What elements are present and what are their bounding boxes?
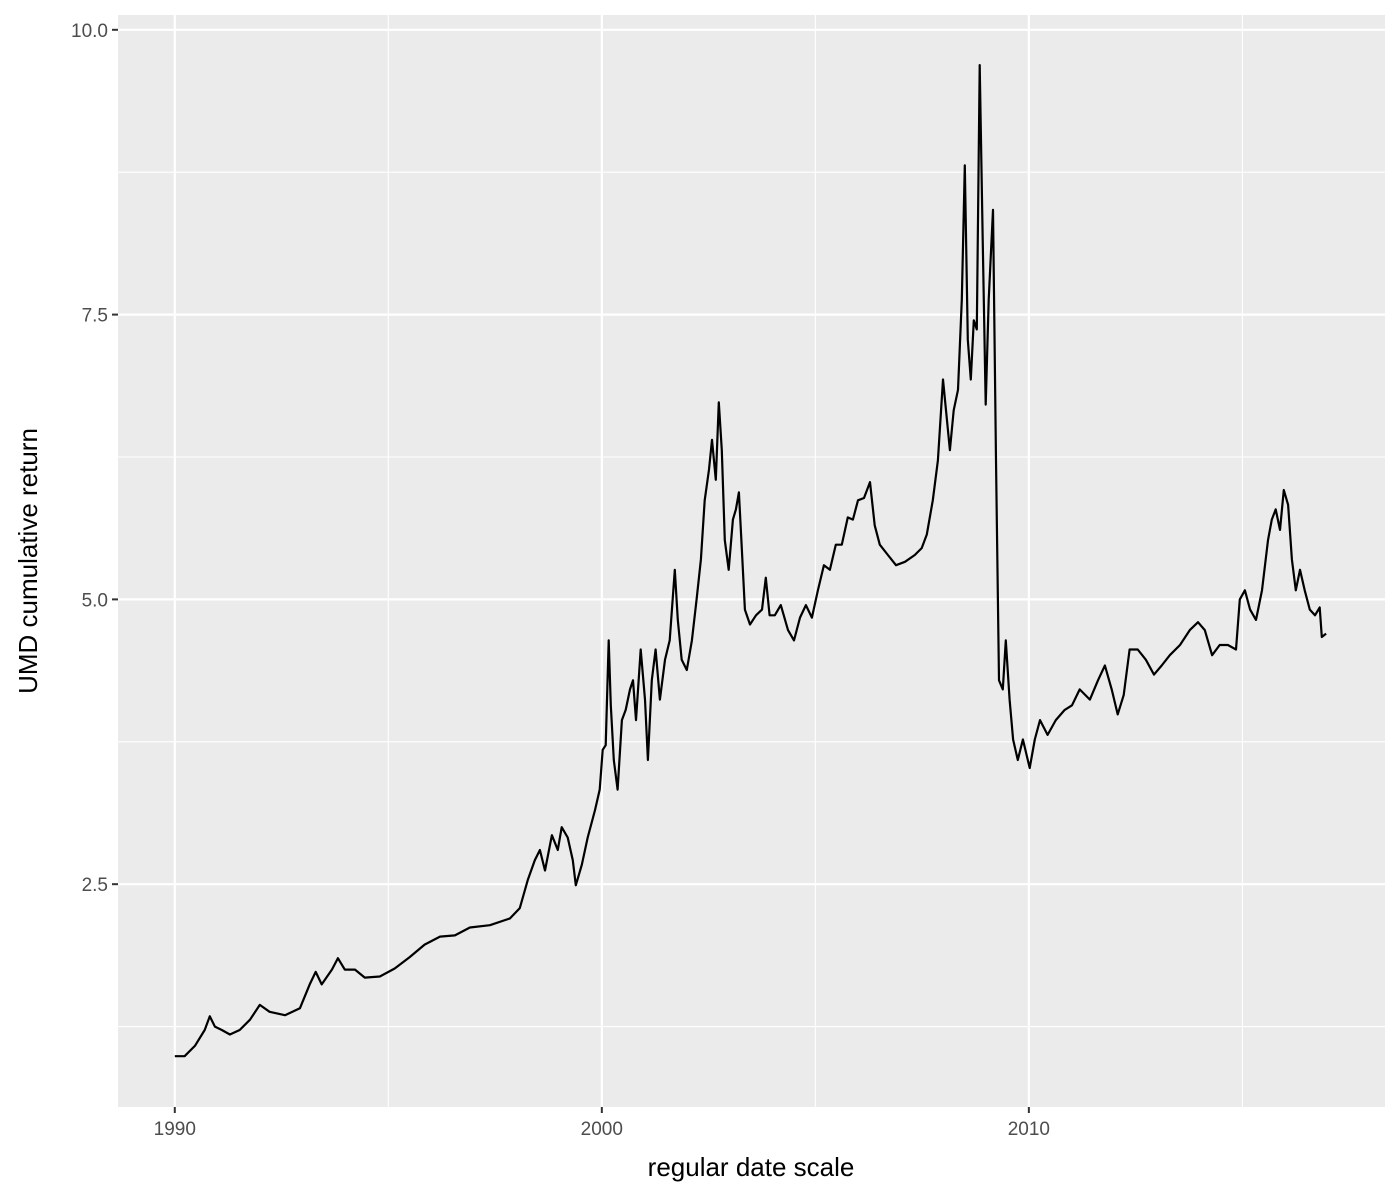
minor-gridlines (118, 15, 1385, 1107)
x-tick-label: 1990 (154, 1119, 196, 1140)
x-axis-title: regular date scale (648, 1152, 855, 1182)
y-tick-label: 2.5 (82, 875, 108, 896)
axis-ticks: 1990 2000 2010 2.5 5.0 7.5 10.0 (71, 21, 1050, 1140)
major-gridlines (118, 15, 1385, 1107)
x-tick-label: 2000 (581, 1119, 623, 1140)
series-line (174, 63, 1327, 1058)
x-tick-label: 2010 (1008, 1119, 1050, 1140)
y-tick-label: 7.5 (82, 306, 108, 327)
panel-background (118, 15, 1385, 1107)
y-axis-title: UMD cumulative return (13, 428, 43, 694)
y-tick-label: 5.0 (82, 590, 108, 611)
y-tick-label: 10.0 (71, 21, 108, 42)
